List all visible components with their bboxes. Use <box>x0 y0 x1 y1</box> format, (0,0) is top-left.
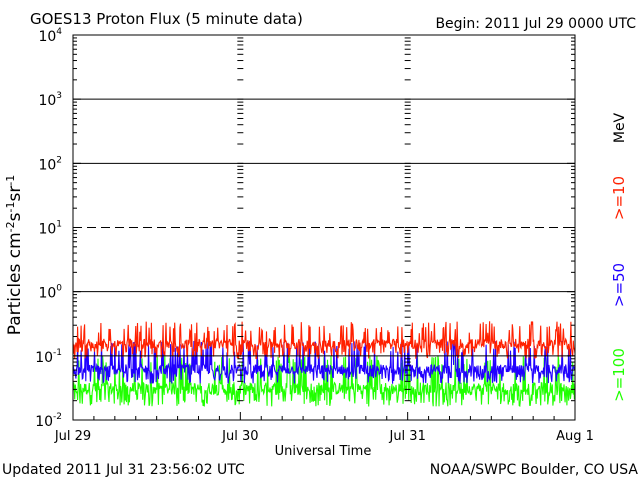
y-axis-label: Particles cm-2s-1sr-1 <box>4 175 25 336</box>
y-tick-label: 104 <box>38 27 62 45</box>
begin-label: Begin: 2011 Jul 29 0000 UTC <box>435 16 636 32</box>
x-tick-label: Jul 30 <box>221 429 258 444</box>
series-line-ge50 <box>72 339 576 384</box>
y-tick-label: 103 <box>38 91 62 109</box>
series-line-ge10 <box>72 321 576 360</box>
y-tick-label: 10-1 <box>35 348 62 366</box>
legend-label-2: >=100 <box>610 348 628 402</box>
legend-label-0: >=10 <box>610 176 628 220</box>
x-axis-label: Universal Time <box>275 444 372 459</box>
y-tick-label: 100 <box>38 284 62 302</box>
plot-area <box>72 321 576 407</box>
chart-title: GOES13 Proton Flux (5 minute data) <box>30 10 303 28</box>
y-tick-label: 102 <box>38 155 62 173</box>
footer-credit: NOAA/SWPC Boulder, CO USA <box>430 462 639 478</box>
x-tick-label: Jul 31 <box>388 429 425 444</box>
y-tick-label: 101 <box>38 220 62 238</box>
y-tick-label: 10-2 <box>35 412 62 430</box>
legend-label-1: >=50 <box>610 263 628 307</box>
x-tick-label: Jul 29 <box>54 429 91 444</box>
x-tick-label: Aug 1 <box>556 429 594 444</box>
units-label: MeV <box>612 112 628 143</box>
footer-updated: Updated 2011 Jul 31 23:56:02 UTC <box>2 462 245 478</box>
